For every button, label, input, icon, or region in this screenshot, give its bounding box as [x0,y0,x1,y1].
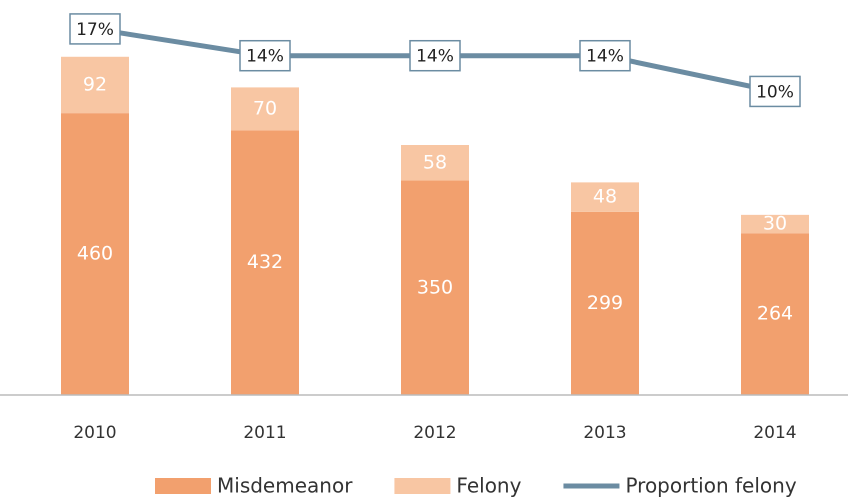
bar-segment [61,113,129,395]
data-label: 92 [83,73,107,95]
label-box [579,39,631,72]
legend-label: Misdemeanor [217,474,353,498]
data-label: 17% [76,20,114,40]
bar-segment [61,56,129,114]
label-box [239,39,291,72]
x-tick-label: 2012 [413,423,456,443]
data-label: 70 [253,97,277,119]
label-box [749,75,801,108]
data-label: 350 [417,276,453,298]
x-tick-label: 2013 [583,423,626,443]
data-label: 460 [77,243,113,265]
bar-segment [741,233,809,395]
legend-label: Felony [456,474,521,498]
data-label: 14% [246,47,284,67]
bar-segment [741,214,809,234]
x-tick-label: 2014 [753,423,796,443]
data-label: 432 [247,251,283,273]
bar-segment [231,130,299,395]
bar-segment [231,87,299,131]
data-label: 299 [587,292,623,314]
bar-segment [401,145,469,181]
x-tick-label: 2011 [243,423,286,443]
legend-label: Proportion felony [625,474,796,498]
data-label: 264 [757,303,793,325]
label-box [69,13,121,45]
data-label: 10% [756,82,794,102]
data-label: 14% [586,47,624,67]
data-label: 58 [423,151,447,173]
legend-swatch [155,478,211,494]
bar-segment [571,211,639,395]
data-label: 48 [593,186,617,208]
data-label: 30 [763,213,787,235]
label-box [409,39,461,72]
legend-swatch [394,478,451,494]
bar-segment [401,180,469,395]
data-label: 14% [416,47,454,67]
x-tick-label: 2010 [73,423,116,443]
bar-segment [571,182,639,212]
